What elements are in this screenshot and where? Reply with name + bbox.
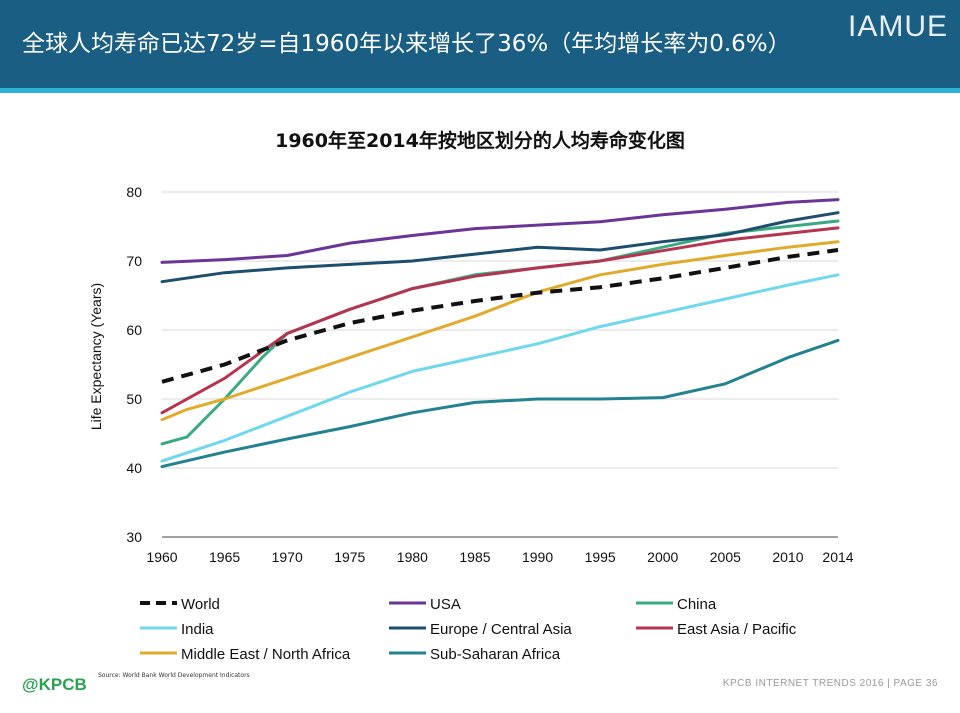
legend-label: India [181, 621, 214, 638]
x-tick-label: 2014 [822, 549, 853, 565]
x-tick-label: 1995 [585, 549, 616, 565]
legend-label: Middle East / North Africa [181, 646, 351, 663]
y-tick-label: 50 [126, 391, 142, 407]
y-tick-label: 40 [126, 460, 142, 476]
legend-label: World [181, 596, 220, 613]
x-tick-label: 1975 [334, 549, 365, 565]
source-note: Source: World Bank World Development Ind… [98, 672, 250, 679]
series-line-sub-saharan-africa [160, 338, 840, 469]
x-tick-label: 2000 [647, 549, 678, 565]
y-tick-label: 60 [126, 322, 142, 338]
header-stripe [0, 88, 960, 93]
x-tick-label: 1960 [146, 549, 177, 565]
legend-label: Europe / Central Asia [430, 621, 572, 638]
y-tick-label: 30 [126, 529, 142, 545]
x-tick-label: 1985 [459, 549, 490, 565]
y-tick-label: 80 [126, 184, 142, 200]
series-line-europe-central-asia [160, 211, 840, 284]
header-bar: 全球人均寿命已达72岁=自1960年以来增长了36%（年均增长率为0.6%） I… [0, 0, 960, 88]
x-tick-label: 1980 [397, 549, 428, 565]
x-tick-label: 1970 [272, 549, 303, 565]
x-tick-label: 1965 [209, 549, 240, 565]
chart-title: 1960年至2014年按地区划分的人均寿命变化图 [275, 130, 685, 152]
kpcb-logo: @KPCB [22, 675, 87, 694]
slide-title: 全球人均寿命已达72岁=自1960年以来增长了36%（年均增长率为0.6%） [22, 31, 791, 57]
series-line-east-asia-pacific [160, 226, 840, 415]
x-tick-label: 1990 [522, 549, 553, 565]
series-line-world [161, 248, 839, 384]
legend-label: East Asia / Pacific [677, 621, 797, 638]
legend-label: China [677, 596, 717, 613]
series-line-usa [160, 198, 840, 264]
y-tick-label: 70 [126, 253, 142, 269]
brand-logo: IAMUE [847, 10, 948, 43]
x-tick-label: 2010 [772, 549, 803, 565]
x-tick-label: 2005 [710, 549, 741, 565]
footer-text: KPCB INTERNET TRENDS 2016 | PAGE 36 [722, 678, 938, 689]
series-line-middle-east-north-africa [160, 240, 840, 422]
legend-label: Sub-Saharan Africa [430, 646, 561, 663]
legend-label: USA [430, 596, 461, 613]
y-axis-label: Life Expectancy (Years) [88, 283, 104, 430]
series-line-india [160, 273, 840, 463]
